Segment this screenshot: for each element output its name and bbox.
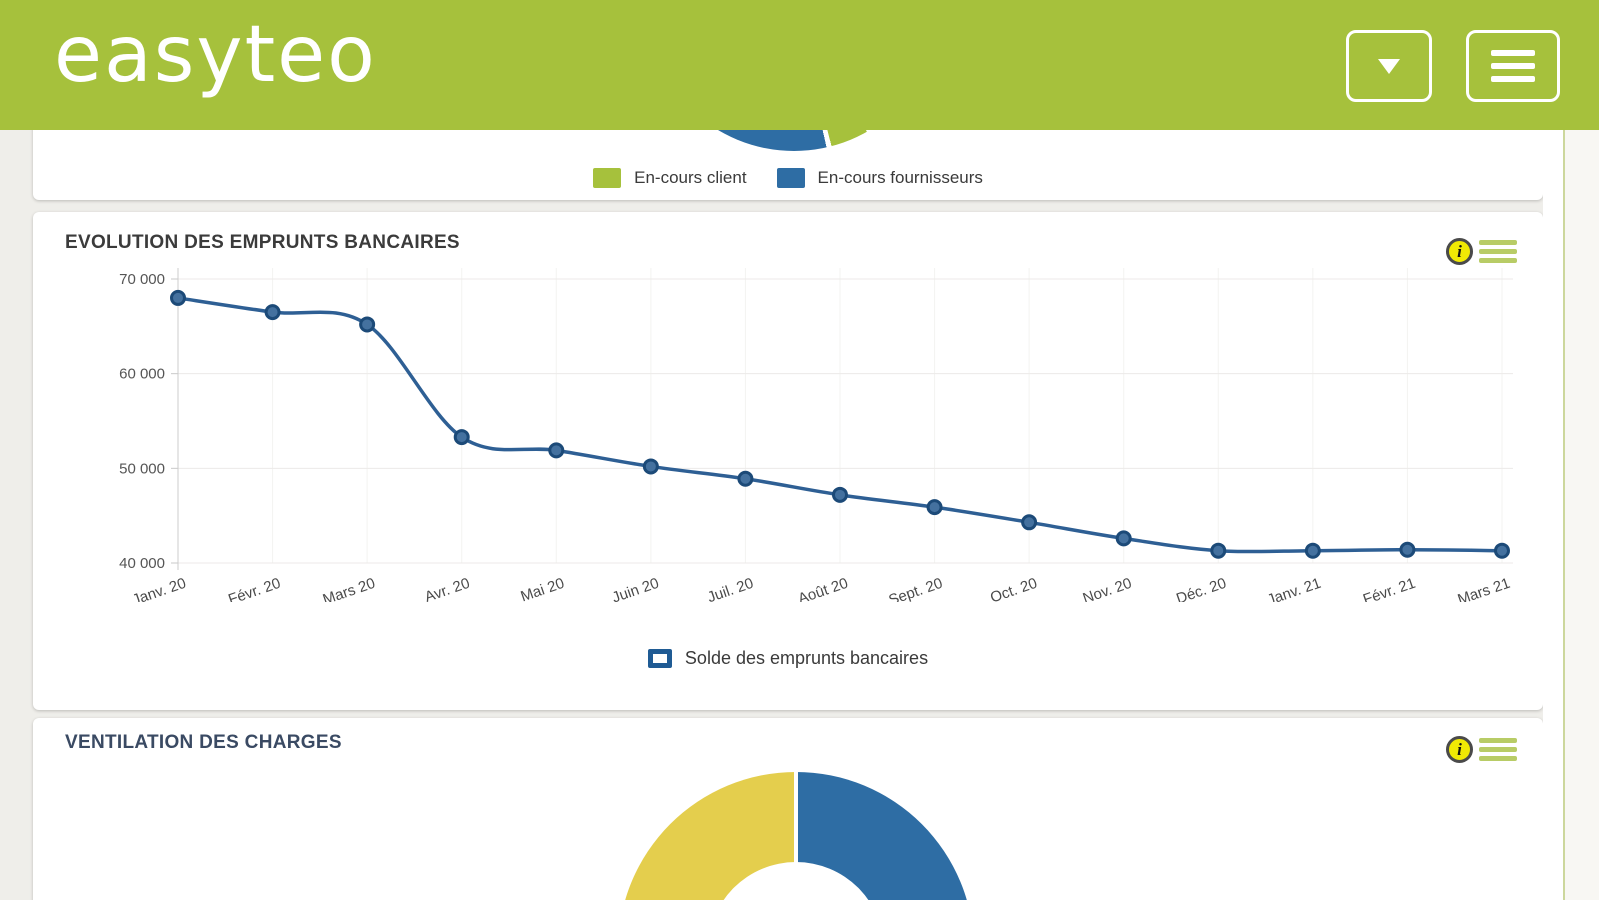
- emprunts-line-chart: 70 000 60 000 50 000 40 000 Janv. 20 Févr. 20…: [119, 268, 1513, 602]
- svg-text:Févr. 21: Févr. 21: [1361, 575, 1418, 602]
- dropdown-button[interactable]: [1346, 30, 1432, 102]
- svg-text:Sept. 20: Sept. 20: [886, 575, 944, 602]
- svg-text:Janv. 20: Janv. 20: [130, 575, 188, 602]
- svg-text:70 000: 70 000: [119, 271, 165, 288]
- emprunts-title: EVOLUTION DES EMPRUNTS BANCAIRES: [65, 232, 460, 253]
- legend-item-encours-fournisseurs[interactable]: En-cours fournisseurs: [776, 168, 983, 188]
- chart-menu-icon[interactable]: [1479, 236, 1517, 267]
- encours-fournisseurs-swatch: [776, 168, 805, 188]
- info-icon[interactable]: i: [1446, 736, 1473, 763]
- encours-legend: En-cours client En-cours fournisseurs: [33, 168, 1543, 188]
- svg-text:Août 20: Août 20: [796, 575, 850, 602]
- legend-item-solde[interactable]: Solde des emprunts bancaires: [647, 648, 929, 669]
- emprunts-legend: Solde des emprunts bancaires: [33, 648, 1543, 669]
- chart-menu-icon[interactable]: [1479, 734, 1517, 765]
- svg-text:Juin 20: Juin 20: [610, 575, 661, 602]
- donut-hole: [708, 862, 884, 900]
- svg-text:Oct. 20: Oct. 20: [988, 575, 1039, 602]
- charges-title: VENTILATION DES CHARGES: [65, 732, 342, 753]
- encours-client-swatch: [593, 168, 622, 188]
- solde-swatch: [647, 649, 672, 668]
- charges-donut[interactable]: [618, 772, 974, 900]
- svg-text:Janv. 21: Janv. 21: [1265, 575, 1323, 602]
- emprunts-card-icons: i: [1446, 236, 1517, 267]
- svg-text:60 000: 60 000: [119, 366, 165, 383]
- emprunts-card: EVOLUTION DES EMPRUNTS BANCAIRES i 70 00…: [33, 212, 1543, 710]
- svg-text:Mars 20: Mars 20: [321, 575, 378, 602]
- solde-label: Solde des emprunts bancaires: [684, 648, 929, 668]
- svg-text:Déc. 20: Déc. 20: [1174, 575, 1228, 602]
- charges-card: VENTILATION DES CHARGES i: [33, 718, 1543, 900]
- scrollbar-track[interactable]: [1543, 130, 1599, 900]
- donut-slice-divider: [794, 772, 798, 864]
- svg-text:Févr. 20: Févr. 20: [226, 575, 283, 602]
- svg-text:Avr. 20: Avr. 20: [423, 575, 472, 602]
- svg-text:50 000: 50 000: [119, 460, 165, 477]
- svg-text:Juil. 20: Juil. 20: [705, 575, 755, 602]
- caret-down-icon: [1378, 58, 1400, 74]
- svg-text:Mars 21: Mars 21: [1456, 575, 1513, 602]
- svg-text:40 000: 40 000: [119, 555, 165, 572]
- info-icon[interactable]: i: [1446, 238, 1473, 265]
- encours-client-label: En-cours client: [634, 168, 747, 187]
- app-logo[interactable]: easyteo: [54, 10, 377, 100]
- hamburger-icon: [1491, 43, 1535, 89]
- charges-card-icons: i: [1446, 734, 1517, 765]
- encours-fournisseurs-label: En-cours fournisseurs: [817, 168, 983, 187]
- legend-item-encours-client[interactable]: En-cours client: [593, 168, 747, 188]
- app-header: easyteo: [0, 0, 1599, 130]
- svg-text:Nov. 20: Nov. 20: [1081, 575, 1134, 602]
- svg-text:Mai 20: Mai 20: [518, 575, 566, 602]
- menu-button[interactable]: [1466, 30, 1560, 102]
